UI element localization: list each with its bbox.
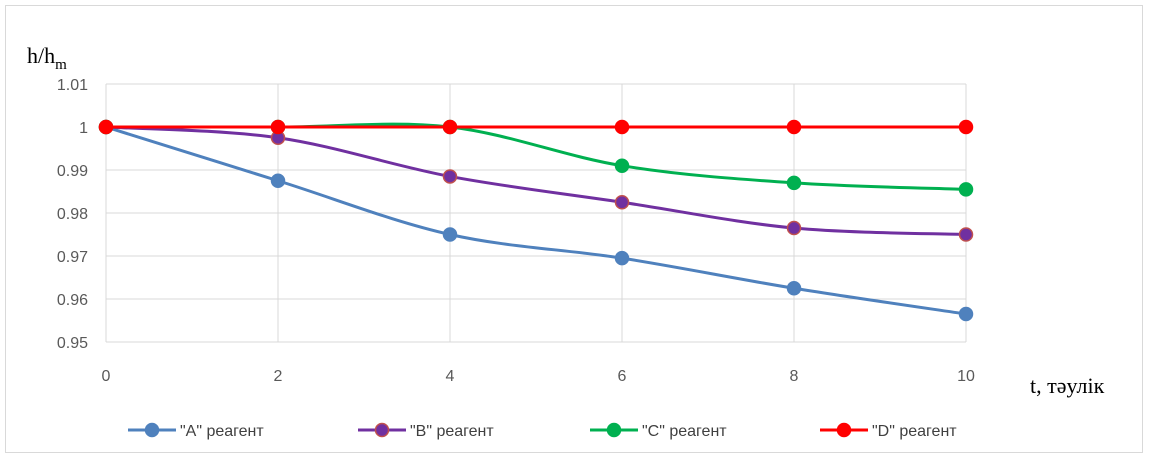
data-point [614,158,630,173]
chart-frame [5,5,1143,453]
y-tick-label: 0.97 [57,249,88,266]
data-point [442,227,458,242]
data-point [270,173,286,188]
data-point [958,182,974,197]
x-tick-label: 10 [957,368,975,385]
data-point [958,227,974,242]
y-tick-label: 0.96 [57,292,88,309]
y-tick-label: 0.99 [57,163,88,180]
legend-item: "C" реагент [590,422,727,440]
legend: "A" реагент "B" реагент "C" реагент "D" реа… [128,422,957,440]
legend-label: "B" реагент [410,423,494,440]
legend-label: "D" реагент [872,423,957,440]
data-point [958,306,974,322]
series-layer [98,119,974,322]
x-tick-label: 6 [618,368,627,385]
data-point [98,119,114,135]
legend-marker [606,422,622,438]
gridlines [105,83,967,343]
data-point [786,220,802,236]
y-tick-label: 1.01 [57,77,88,94]
data-point [786,119,802,135]
y-tick-label: 0.98 [57,206,88,223]
series-line [105,125,967,236]
x-tick-label: 8 [790,368,799,385]
y-axis-label: h/hm [27,43,67,73]
data-point [614,195,630,210]
legend-marker [836,422,852,438]
data-point [958,119,974,135]
legend-label: "A" реагент [180,423,264,440]
x-tick-label: 0 [102,368,111,385]
data-point [270,119,286,135]
data-point [786,281,802,296]
x-axis-label: t, тәулік [1030,373,1105,398]
legend-label: "C" реагент [642,423,727,440]
axes: 0.95 0.96 0.97 0.98 0.99 1 1.01 0 2 4 6 8 10 [57,77,975,385]
data-point [786,175,802,191]
legend-marker [374,422,390,438]
data-point [442,119,458,135]
data-point [614,250,630,266]
x-tick-label: 4 [446,368,455,385]
y-tick-label: 0.95 [57,335,88,352]
series-line [105,125,967,316]
x-tick-label: 2 [274,368,283,385]
data-point [442,169,458,184]
legend-item: "A" реагент [128,422,264,440]
y-tick-label: 1 [79,120,88,137]
legend-marker [144,422,160,438]
data-point [614,119,630,135]
legend-item: "B" реагент [358,422,494,440]
legend-item: "D" реагент [820,422,957,440]
